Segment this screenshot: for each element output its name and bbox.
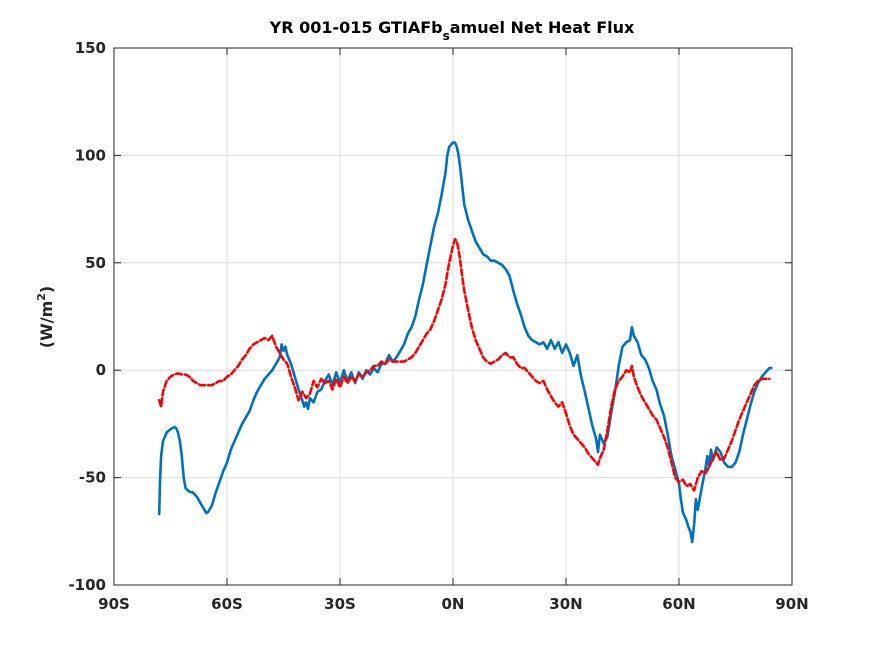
y-tick-label: -50: [79, 469, 106, 487]
tick-marks: [113, 47, 793, 586]
x-tick-label: 0N: [442, 595, 465, 613]
x-tick-label: 30N: [549, 595, 582, 613]
title-part-subscript: s: [443, 29, 450, 43]
x-tick-label: 90S: [98, 595, 130, 613]
y-tick-label: 150: [75, 39, 106, 57]
series-line-2: [157, 237, 771, 492]
y-tick-label: 50: [85, 254, 106, 272]
x-tick-label: 60S: [211, 595, 243, 613]
series-layer: [157, 141, 773, 544]
x-tick-label: 30S: [324, 595, 356, 613]
series-line-1: [157, 141, 773, 544]
ylabel-part-close: ): [37, 286, 56, 293]
title-part-main: YR 001-015 GTIAFb: [269, 18, 443, 37]
x-tick-label: 60N: [662, 595, 695, 613]
title-part-rest: amuel Net Heat Flux: [450, 18, 635, 37]
x-tick-label: 90N: [775, 595, 808, 613]
y-axis-label: (W/m2): [35, 286, 56, 348]
y-tick-label: 0: [96, 361, 106, 379]
y-tick-label: -100: [68, 576, 106, 594]
y-tick-labels: -100 -50 0 50 100 150: [68, 39, 106, 594]
ylabel-part-main: (W/m: [37, 301, 56, 348]
y-tick-label: 100: [75, 146, 106, 164]
ylabel-part-superscript: 2: [35, 293, 48, 301]
chart-title: YR 001-015 GTIAFbsamuel Net Heat Flux: [269, 18, 635, 43]
x-tick-labels: 90S 60S 30S 0N 30N 60N 90N: [98, 595, 809, 613]
